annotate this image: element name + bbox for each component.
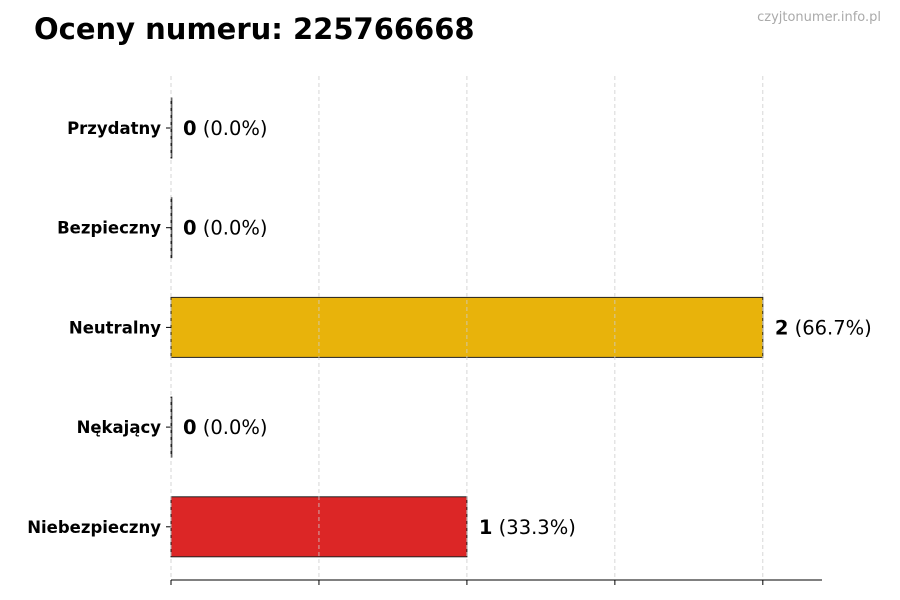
value: 0	[183, 416, 197, 439]
bar-2	[170, 296, 764, 358]
bar-1	[170, 197, 173, 259]
category-label-4: Niebezpieczny	[27, 518, 161, 537]
percent: (0.0%)	[197, 117, 268, 140]
category-label-1: Bezpieczny	[57, 219, 161, 238]
data-label-4: 1 (33.3%)	[479, 516, 576, 539]
data-label-2: 2 (66.7%)	[775, 316, 872, 339]
value: 2	[775, 316, 789, 339]
data-label-3: 0 (0.0%)	[183, 416, 268, 439]
category-label-0: Przydatny	[67, 119, 161, 138]
watermark: czyjtonumer.info.pl	[757, 10, 881, 25]
percent: (0.0%)	[197, 416, 268, 439]
chart-title: Oceny numeru: 225766668	[34, 12, 475, 46]
data-label-1: 0 (0.0%)	[183, 217, 268, 240]
value: 1	[479, 516, 493, 539]
category-label-2: Neutralny	[69, 318, 161, 337]
percent: (0.0%)	[197, 217, 268, 240]
percent: (33.3%)	[492, 516, 575, 539]
category-label-3: Nękający	[77, 418, 162, 437]
value: 0	[183, 217, 197, 240]
value: 0	[183, 117, 197, 140]
percent: (66.7%)	[788, 316, 871, 339]
data-label-0: 0 (0.0%)	[183, 117, 268, 140]
